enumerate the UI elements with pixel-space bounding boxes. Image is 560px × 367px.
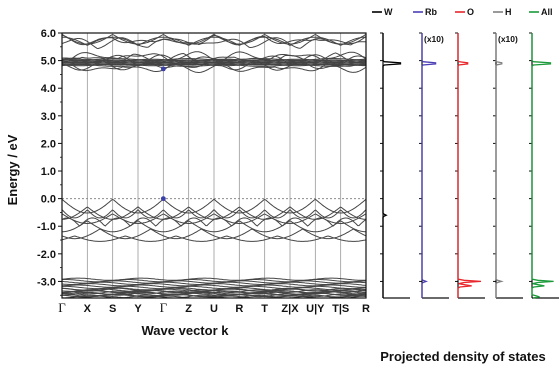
scale-note: (x10) — [424, 34, 444, 44]
band-line — [62, 62, 366, 74]
pdos-legend: W Rb O H All — [372, 7, 553, 17]
pdos-curve-h — [495, 33, 504, 298]
band-structure-panel: 6.05.04.03.02.01.00.0-1.0-2.0-3.0Γ X S Y Γ Z U… — [37, 28, 370, 315]
pdos-subpanel-h: (x10) — [493, 32, 523, 299]
band-extremum-point — [160, 66, 166, 72]
y-tick-label: 3.0 — [41, 111, 56, 123]
band-line — [62, 36, 366, 46]
band-x-axis-title: Wave vector k — [142, 323, 230, 338]
band-line — [62, 37, 366, 50]
kpoint-label: R — [362, 303, 370, 315]
band-line — [62, 220, 366, 233]
band-frame — [61, 32, 367, 299]
scale-note: (x10) — [498, 34, 518, 44]
pdos-curve-rb — [421, 33, 437, 298]
band-line — [62, 59, 366, 63]
y-tick-label: 6.0 — [41, 28, 56, 40]
band-line — [62, 54, 366, 67]
pdos-x-axis-title: Projected density of states — [380, 349, 545, 364]
legend-label-w: W — [384, 7, 393, 17]
band-y-axis-title: Energy / eV — [5, 134, 20, 205]
band-line — [62, 217, 366, 227]
legend-label-all: All — [541, 7, 553, 17]
kpoint-label: R — [235, 303, 243, 315]
kpoint-label: Γ — [160, 300, 168, 315]
band-line — [62, 292, 366, 296]
legend-label-o: O — [467, 7, 474, 17]
kpoint-label: S — [109, 303, 116, 315]
band-line — [62, 289, 366, 293]
kpoint-label: T — [261, 303, 268, 315]
band-line — [62, 58, 366, 61]
pdos-subpanel-w — [380, 32, 410, 299]
y-tick-label: -2.0 — [37, 249, 56, 261]
pdos-subpanel-all — [529, 32, 559, 299]
y-tick-label: 1.0 — [41, 166, 56, 178]
y-tick-label: 5.0 — [41, 56, 56, 68]
band-line — [62, 235, 366, 242]
y-tick-label: 0.0 — [41, 194, 56, 206]
band-extremum-point — [160, 196, 166, 202]
legend-label-rb: Rb — [425, 7, 437, 17]
band-line — [62, 213, 366, 225]
y-tick-label: 2.0 — [41, 138, 56, 150]
kpoint-label: T|S — [332, 303, 349, 315]
kpoint-label: Γ — [58, 300, 66, 315]
band-line — [62, 287, 366, 292]
pdos-panel: (x10) (x10) — [380, 32, 559, 299]
band-line — [62, 228, 366, 240]
kpoint-label: U — [210, 303, 218, 315]
pdos-subpanel-o — [455, 32, 485, 299]
pdos-curve-o — [457, 33, 482, 298]
band-line — [62, 198, 366, 214]
y-tick-label: -1.0 — [37, 221, 56, 233]
band-curves — [62, 33, 366, 298]
y-tick-label: 4.0 — [41, 83, 56, 95]
kpoint-label: Y — [134, 303, 142, 315]
kpoint-label: U|Y — [306, 303, 325, 315]
pdos-curve-all — [531, 33, 554, 299]
pdos-subpanel-rb: (x10) — [419, 32, 449, 299]
kpoint-label: X — [84, 303, 92, 315]
pdos-curve-w — [382, 33, 402, 298]
band-line — [62, 208, 366, 219]
band-line — [62, 33, 366, 45]
legend-label-h: H — [505, 7, 512, 17]
y-tick-label: -3.0 — [37, 276, 56, 288]
kpoint-label: Z|X — [281, 303, 299, 315]
band-line — [62, 34, 366, 46]
kpoint-label: Z — [185, 303, 192, 315]
